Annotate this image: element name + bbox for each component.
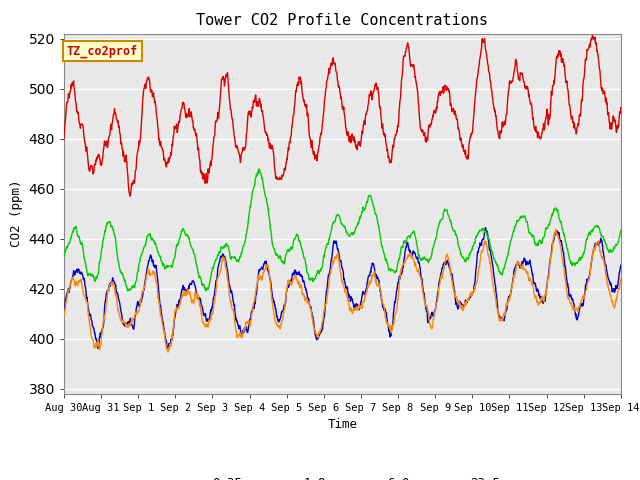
X-axis label: Time: Time — [328, 418, 357, 431]
Legend: 0.35m, 1.8m, 6.0m, 23.5m: 0.35m, 1.8m, 6.0m, 23.5m — [172, 472, 513, 480]
Title: Tower CO2 Profile Concentrations: Tower CO2 Profile Concentrations — [196, 13, 488, 28]
Text: TZ_co2prof: TZ_co2prof — [67, 44, 138, 58]
Y-axis label: CO2 (ppm): CO2 (ppm) — [10, 180, 23, 247]
